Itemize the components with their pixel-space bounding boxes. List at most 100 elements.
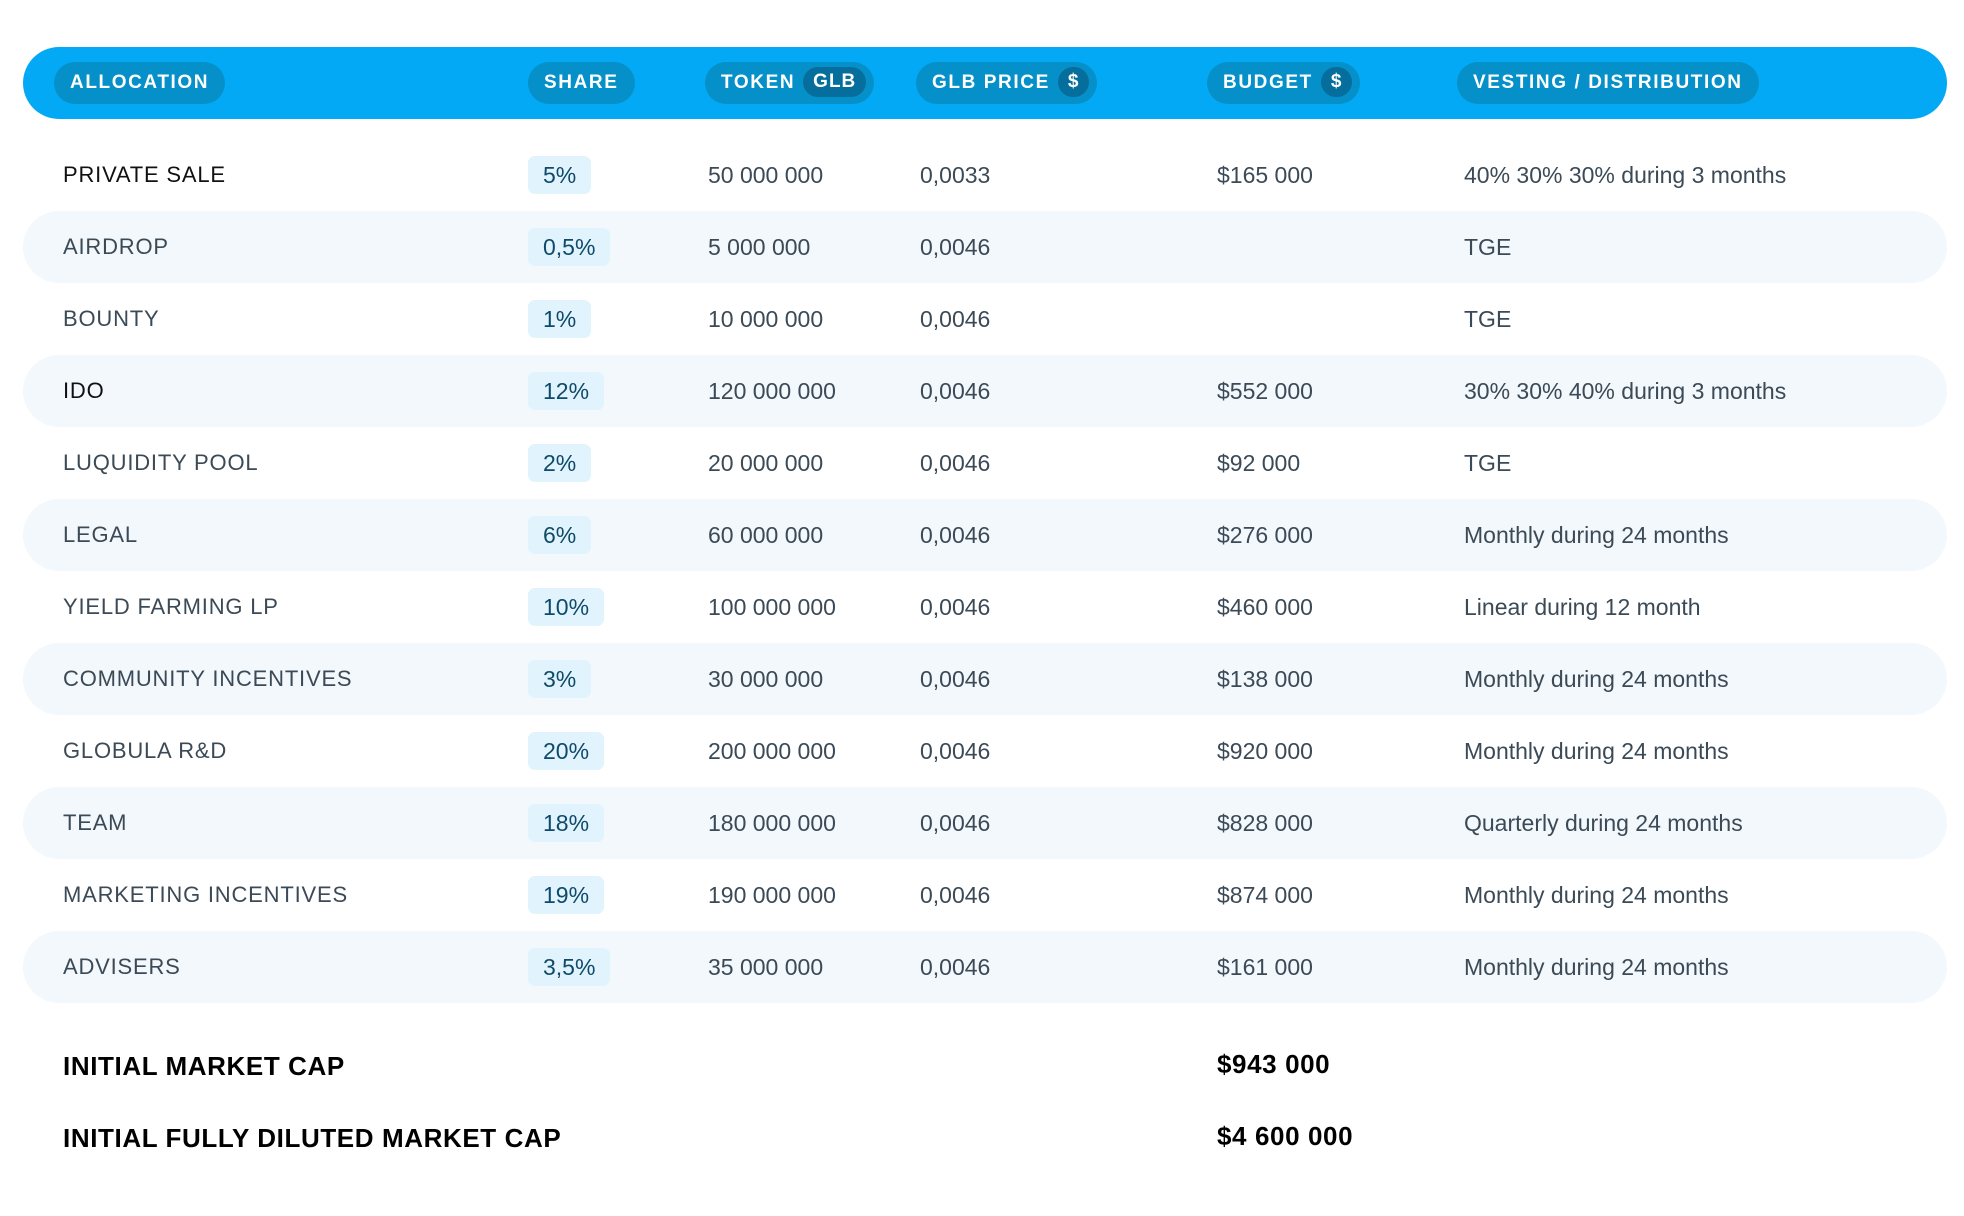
allocation-name: YIELD FARMING LP [63, 594, 279, 619]
allocation-name: LEGAL [63, 522, 138, 547]
glb-price: 0,0046 [920, 450, 991, 476]
vesting-schedule: Linear during 12 month [1464, 594, 1701, 620]
header-token-badge: GLB [803, 67, 867, 97]
table-row: LUQUIDITY POOL 2% 20 000 000 0,0046 $92 … [23, 427, 1947, 499]
vesting-schedule: 40% 30% 30% during 3 months [1464, 162, 1787, 188]
table-row: YIELD FARMING LP 10% 100 000 000 0,0046 … [23, 571, 1947, 643]
table-row: BOUNTY 1% 10 000 000 0,0046 TGE [23, 283, 1947, 355]
budget-value: $92 000 [1217, 450, 1301, 476]
vesting-schedule: Quarterly during 24 months [1464, 810, 1743, 836]
share-badge: 20% [528, 732, 605, 770]
budget-value: $460 000 [1217, 594, 1313, 620]
glb-price: 0,0046 [920, 810, 991, 836]
glb-price: 0,0033 [920, 162, 991, 188]
allocation-name: PRIVATE SALE [63, 162, 226, 187]
glb-price: 0,0046 [920, 522, 991, 548]
vesting-schedule: TGE [1464, 450, 1512, 476]
table-row: TEAM 18% 180 000 000 0,0046 $828 000 Qua… [23, 787, 1947, 859]
table-row: GLOBULA R&D 20% 200 000 000 0,0046 $920 … [23, 715, 1947, 787]
vesting-schedule: Monthly during 24 months [1464, 666, 1729, 692]
share-badge: 10% [528, 588, 605, 626]
budget-value: $552 000 [1217, 378, 1313, 404]
share-badge: 0,5% [528, 228, 611, 266]
allocation-name: LUQUIDITY POOL [63, 450, 259, 475]
header-share-label: SHARE [544, 72, 619, 93]
token-amount: 120 000 000 [708, 378, 836, 404]
allocation-name: TEAM [63, 810, 128, 835]
share-badge: 3% [528, 660, 592, 698]
table-header: ALLOCATION SHARE TOKEN GLB GLB PRICE $ BUD… [23, 47, 1947, 119]
share-badge: 19% [528, 876, 605, 914]
header-glb-price-label: GLB PRICE [932, 72, 1050, 93]
header-vesting-label: VESTING / DISTRIBUTION [1473, 72, 1743, 93]
vesting-schedule: 30% 30% 40% during 3 months [1464, 378, 1787, 404]
allocation-name: IDO [63, 378, 105, 403]
allocation-name: COMMUNITY INCENTIVES [63, 666, 353, 691]
share-badge: 18% [528, 804, 605, 842]
share-badge: 1% [528, 300, 592, 338]
budget-value: $165 000 [1217, 162, 1313, 188]
table-row: PRIVATE SALE 5% 50 000 000 0,0033 $165 0… [23, 139, 1947, 211]
table-row: MARKETING INCENTIVES 19% 190 000 000 0,0… [23, 859, 1947, 931]
allocation-name: AIRDROP [63, 234, 169, 259]
token-amount: 20 000 000 [708, 450, 824, 476]
budget-value: $161 000 [1217, 954, 1313, 980]
glb-price: 0,0046 [920, 306, 991, 332]
table-row: IDO 12% 120 000 000 0,0046 $552 000 30% … [23, 355, 1947, 427]
allocation-name: BOUNTY [63, 306, 160, 331]
allocation-name: GLOBULA R&D [63, 738, 228, 763]
glb-price: 0,0046 [920, 378, 991, 404]
token-amount: 30 000 000 [708, 666, 824, 692]
header-allocation: ALLOCATION [54, 62, 226, 104]
header-budget-label: BUDGET [1223, 72, 1313, 93]
glb-price: 0,0046 [920, 234, 991, 260]
budget-value: $920 000 [1217, 738, 1313, 764]
token-amount: 200 000 000 [708, 738, 836, 764]
glb-price: 0,0046 [920, 738, 991, 764]
share-badge: 5% [528, 156, 592, 194]
header-vesting: VESTING / DISTRIBUTION [1457, 62, 1759, 104]
fully-diluted-market-cap-label: INITIAL FULLY DILUTED MARKET CAP [63, 1123, 562, 1153]
token-amount: 10 000 000 [708, 306, 824, 332]
token-amount: 190 000 000 [708, 882, 836, 908]
token-amount: 5 000 000 [708, 234, 811, 260]
fully-diluted-market-cap-value: $4 600 000 [1217, 1121, 1354, 1151]
table-row: ADVISERS 3,5% 35 000 000 0,0046 $161 000… [23, 931, 1947, 1003]
token-amount: 60 000 000 [708, 522, 824, 548]
token-amount: 100 000 000 [708, 594, 836, 620]
allocation-name: MARKETING INCENTIVES [63, 882, 348, 907]
vesting-schedule: TGE [1464, 234, 1512, 260]
budget-value: $138 000 [1217, 666, 1313, 692]
table-row: COMMUNITY INCENTIVES 3% 30 000 000 0,004… [23, 643, 1947, 715]
share-badge: 12% [528, 372, 605, 410]
share-badge: 2% [528, 444, 592, 482]
table-row: AIRDROP 0,5% 5 000 000 0,0046 TGE [23, 211, 1947, 283]
vesting-schedule: TGE [1464, 306, 1512, 332]
initial-market-cap-label: INITIAL MARKET CAP [63, 1051, 345, 1081]
vesting-schedule: Monthly during 24 months [1464, 738, 1729, 764]
token-amount: 50 000 000 [708, 162, 824, 188]
share-badge: 6% [528, 516, 592, 554]
header-budget: BUDGET $ [1207, 62, 1361, 104]
vesting-schedule: Monthly during 24 months [1464, 882, 1729, 908]
glb-price: 0,0046 [920, 882, 991, 908]
table-row: LEGAL 6% 60 000 000 0,0046 $276 000 Mont… [23, 499, 1947, 571]
glb-price: 0,0046 [920, 594, 991, 620]
vesting-schedule: Monthly during 24 months [1464, 522, 1729, 548]
header-share: SHARE [528, 62, 635, 104]
header-allocation-label: ALLOCATION [70, 72, 210, 93]
header-glb-price: GLB PRICE $ [916, 62, 1098, 104]
header-token-label: TOKEN [721, 72, 796, 93]
budget-value: $828 000 [1217, 810, 1313, 836]
budget-value: $276 000 [1217, 522, 1313, 548]
allocation-name: ADVISERS [63, 954, 181, 979]
vesting-schedule: Monthly during 24 months [1464, 954, 1729, 980]
token-amount: 180 000 000 [708, 810, 836, 836]
glb-price: 0,0046 [920, 954, 991, 980]
header-budget-badge: $ [1320, 67, 1353, 97]
initial-market-cap-value: $943 000 [1217, 1049, 1331, 1079]
token-amount: 35 000 000 [708, 954, 824, 980]
budget-value: $874 000 [1217, 882, 1313, 908]
header-glb-price-badge: $ [1057, 67, 1090, 97]
